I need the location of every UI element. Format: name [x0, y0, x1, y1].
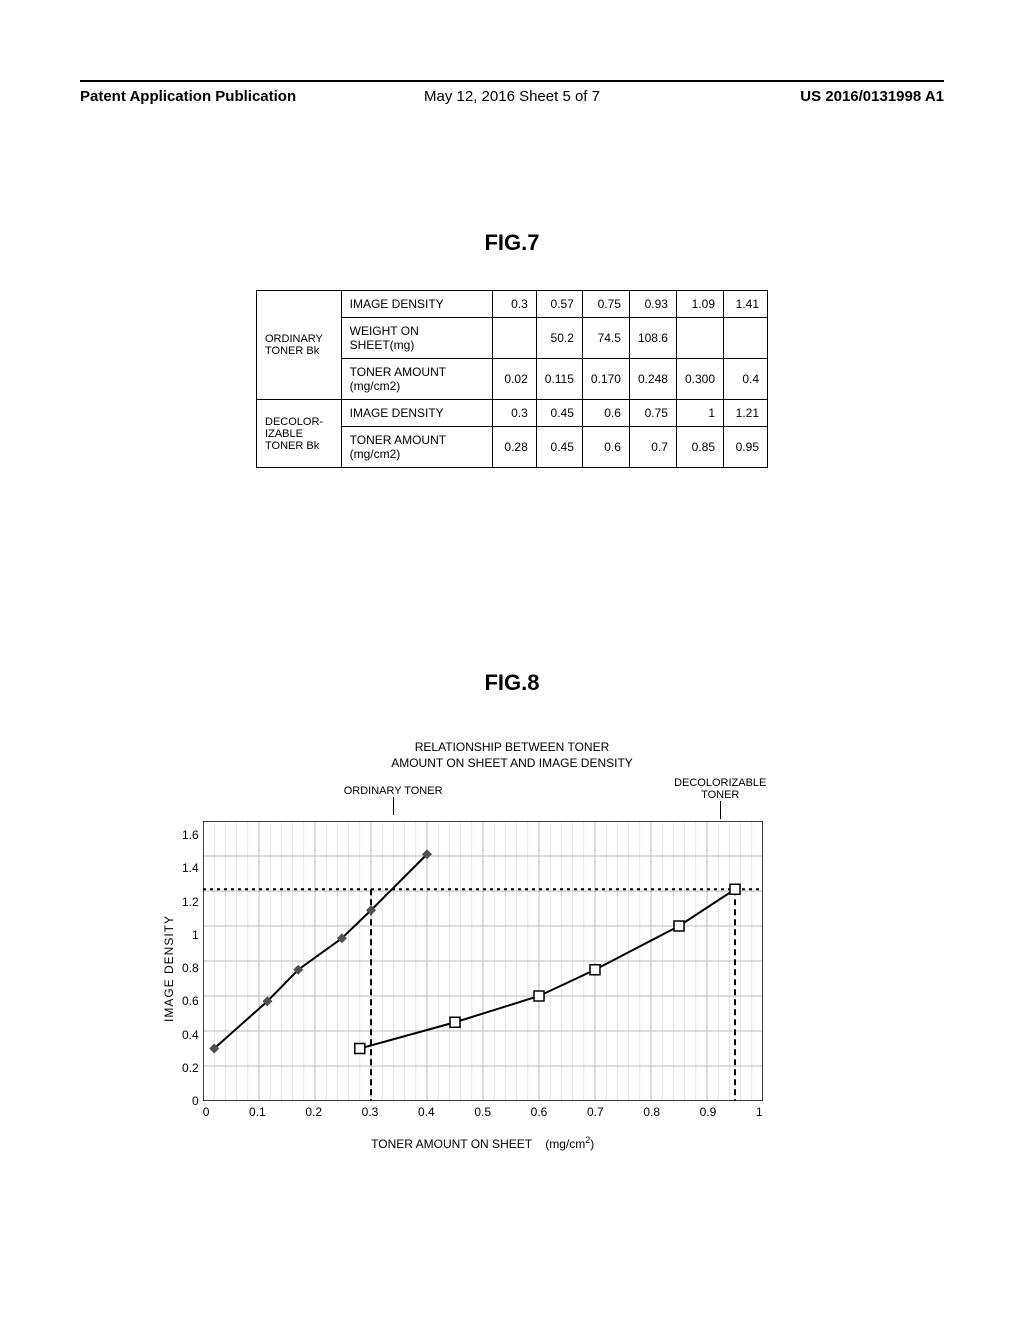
chart-title-line2: AMOUNT ON SHEET AND IMAGE DENSITY [391, 756, 633, 770]
ytick-label: 0.2 [182, 1061, 199, 1075]
table-cell: 0.248 [629, 359, 676, 400]
table-cell: 0.93 [629, 291, 676, 318]
ytick-label: 1.4 [182, 861, 199, 875]
chart-yticks: 1.6 1.4 1.2 1 0.8 0.6 0.4 0.2 0 [182, 828, 199, 1108]
xtick-label: 0.7 [587, 1105, 604, 1119]
chart-xticks: 0 0.1 0.2 0.3 0.4 0.5 0.6 0.7 0.8 0.9 1 [203, 1105, 763, 1119]
table-cell: 0.85 [676, 427, 723, 468]
xtick-label: 0 [203, 1105, 210, 1119]
fig8-chart-wrap: RELATIONSHIP BETWEEN TONER AMOUNT ON SHE… [162, 740, 862, 1151]
table-cell: 0.45 [536, 427, 582, 468]
header-left: Patent Application Publication [80, 88, 296, 105]
table-cell: 74.5 [582, 318, 629, 359]
table-cell [724, 318, 768, 359]
table-cell [676, 318, 723, 359]
header-right: US 2016/0131998 A1 [800, 88, 944, 105]
table-row: DECOLOR-IZABLETONER BkIMAGE DENSITY0.30.… [257, 400, 768, 427]
xtick-label: 1 [756, 1105, 763, 1119]
table-cell: 1 [676, 400, 723, 427]
marker-square-icon [590, 965, 600, 975]
table-cell: 0.4 [724, 359, 768, 400]
marker-square-icon [730, 884, 740, 894]
table-cell: 0.3 [492, 400, 536, 427]
ytick-label: 0 [182, 1094, 199, 1108]
ytick-label: 1 [182, 928, 199, 942]
table-cell: 1.21 [724, 400, 768, 427]
xtick-label: 0.6 [531, 1105, 548, 1119]
xtick-label: 0.1 [249, 1105, 266, 1119]
table-row-label: IMAGE DENSITY [341, 291, 492, 318]
callout-tail-icon [720, 801, 721, 819]
table-row-label: TONER AMOUNT (mg/cm2) [341, 427, 492, 468]
ytick-label: 1.2 [182, 895, 199, 909]
table-cell: 0.28 [492, 427, 536, 468]
callout-decolor-label: DECOLORIZABLETONER [674, 777, 766, 801]
fig7-table: ORDINARYTONER BkIMAGE DENSITY0.30.570.75… [256, 290, 768, 468]
marker-square-icon [450, 1017, 460, 1027]
chart-title: RELATIONSHIP BETWEEN TONER AMOUNT ON SHE… [162, 740, 862, 771]
table-cell [492, 318, 536, 359]
table-cell: 0.02 [492, 359, 536, 400]
callout-ordinary-label: ORDINARY TONER [344, 785, 443, 797]
table-cell: 0.300 [676, 359, 723, 400]
table-cell: 0.6 [582, 400, 629, 427]
ytick-label: 0.6 [182, 994, 199, 1008]
table-cell: 0.45 [536, 400, 582, 427]
table-row-label: WEIGHT ON SHEET(mg) [341, 318, 492, 359]
callout-ordinary-toner: ORDINARY TONER [344, 785, 443, 797]
header-center: May 12, 2016 Sheet 5 of 7 [424, 88, 600, 105]
table-cell: 0.7 [629, 427, 676, 468]
marker-square-icon [354, 1044, 364, 1054]
table-row-label: IMAGE DENSITY [341, 400, 492, 427]
ytick-label: 0.4 [182, 1028, 199, 1042]
table-cell: 50.2 [536, 318, 582, 359]
fig8-label: FIG.8 [0, 670, 1024, 696]
fig7-table-wrap: ORDINARYTONER BkIMAGE DENSITY0.30.570.75… [256, 290, 768, 468]
xtick-label: 0.5 [474, 1105, 491, 1119]
xlabel-unit-open: (mg/cm [545, 1137, 585, 1151]
table-group-cell: ORDINARYTONER Bk [257, 291, 342, 400]
table-cell: 0.75 [629, 400, 676, 427]
patent-header: Patent Application Publication May 12, 2… [80, 80, 944, 105]
fig7-label: FIG.7 [0, 230, 1024, 256]
table-cell: 0.57 [536, 291, 582, 318]
table-cell: 0.115 [536, 359, 582, 400]
table-cell: 0.75 [582, 291, 629, 318]
xlabel-unit-close: ) [590, 1137, 594, 1151]
callout-tail-icon [393, 797, 394, 815]
table-cell: 1.41 [724, 291, 768, 318]
xtick-label: 0.9 [700, 1105, 717, 1119]
series-line-ordinary [214, 854, 427, 1048]
xlabel-text: TONER AMOUNT ON SHEET [371, 1137, 532, 1151]
table-cell: 0.3 [492, 291, 536, 318]
marker-square-icon [534, 991, 544, 1001]
table-cell: 0.6 [582, 427, 629, 468]
table-row: ORDINARYTONER BkIMAGE DENSITY0.30.570.75… [257, 291, 768, 318]
fig8-plot [203, 821, 763, 1101]
chart-ylabel: IMAGE DENSITY [162, 915, 176, 1022]
table-cell: 0.95 [724, 427, 768, 468]
table-cell: 108.6 [629, 318, 676, 359]
callout-decolorizable-toner: DECOLORIZABLETONER [674, 777, 766, 801]
ytick-label: 1.6 [182, 828, 199, 842]
table-row-label: TONER AMOUNT (mg/cm2) [341, 359, 492, 400]
table-group-cell: DECOLOR-IZABLETONER Bk [257, 400, 342, 468]
chart-callouts: ORDINARY TONER DECOLORIZABLETONER [203, 785, 763, 819]
table-cell: 1.09 [676, 291, 723, 318]
xtick-label: 0.3 [362, 1105, 379, 1119]
xtick-label: 0.8 [643, 1105, 660, 1119]
ytick-label: 0.8 [182, 961, 199, 975]
marker-square-icon [674, 921, 684, 931]
table-cell: 0.170 [582, 359, 629, 400]
xtick-label: 0.4 [418, 1105, 435, 1119]
chart-xlabel: TONER AMOUNT ON SHEET (mg/cm2) [203, 1135, 763, 1151]
chart-title-line1: RELATIONSHIP BETWEEN TONER [415, 740, 609, 754]
xtick-label: 0.2 [305, 1105, 322, 1119]
